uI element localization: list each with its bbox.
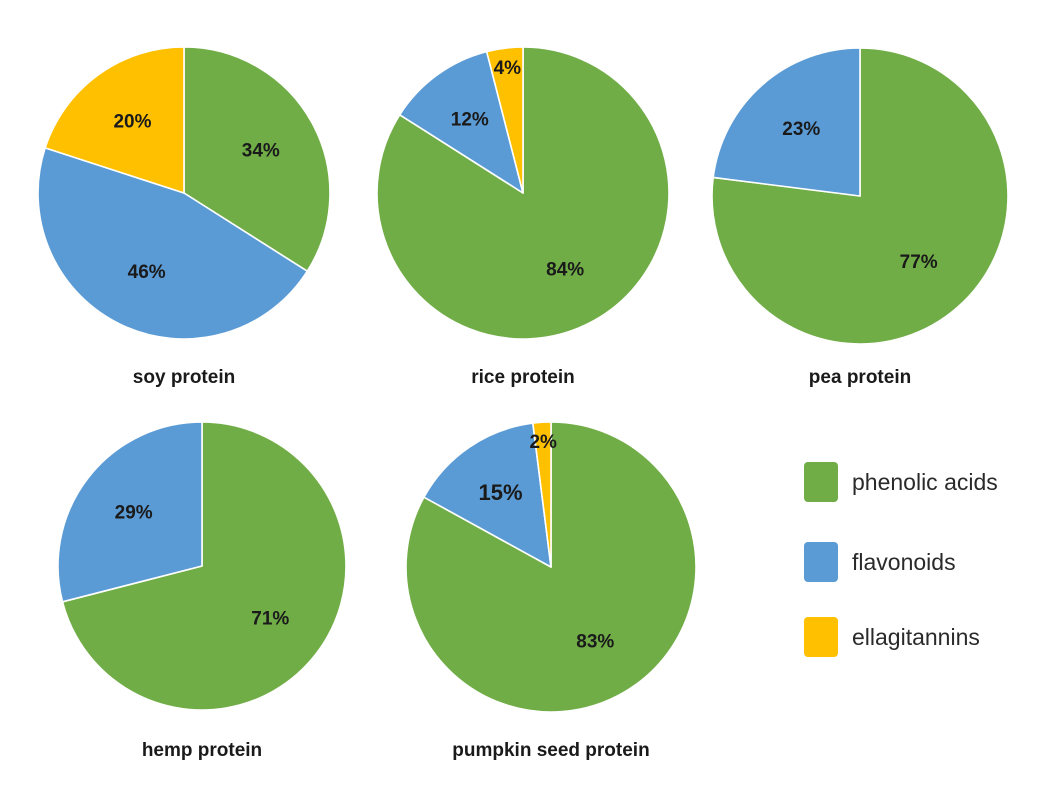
pie-label-rice-protein-ellagitannins: 4% [494,58,522,79]
pie-label-soy-protein-ellagitannins: 20% [113,112,151,133]
pie-slice-rice-protein-flavonoids [398,50,524,194]
pie-label-pea-protein-flavonoids: 23% [782,119,820,140]
pie-label-rice-protein-flavonoids: 12% [451,109,489,130]
pie-title-rice-protein: rice protein [471,367,574,388]
pie-hemp-protein: 71% 29% hemp protein [57,421,347,761]
pie-slice-pea-protein-flavonoids [712,47,861,197]
legend-label-flavonoids: flavonoids [852,548,956,575]
pie-pea-protein: 77% 23% pea protein [711,47,1009,388]
legend-item-flavonoids: flavonoids [804,542,956,582]
pie-slice-pumpkin-seed-protein-flavonoids [423,422,552,568]
pie-slice-soy-protein-phenolic-acids [183,46,331,273]
pie-slice-soy-protein-flavonoids [37,147,309,340]
pie-title-hemp-protein: hemp protein [142,740,262,761]
pie-pumpkin-seed-protein: 83% 15% 2% pumpkin seed protein [405,421,697,761]
legend-item-phenolic-acids: phenolic acids [804,462,998,502]
pie-title-pea-protein: pea protein [809,367,911,388]
pie-slice-soy-protein-ellagitannins [44,46,185,194]
legend-label-ellagitannins: ellagitannins [852,623,980,650]
pie-label-hemp-protein-phenolic-acids: 71% [251,609,289,630]
legend-item-ellagitannins: ellagitannins [804,617,980,657]
pie-label-pumpkin-seed-protein-phenolic-acids: 83% [576,631,614,652]
legend-swatch-ellagitannins [804,617,838,657]
pie-title-soy-protein: soy protein [133,367,235,388]
pie-soy-protein: 34% 46% 20% soy protein [37,46,331,388]
legend-label-phenolic-acids: phenolic acids [852,468,998,495]
pie-slice-rice-protein-ellagitannins [485,46,524,194]
legend-swatch-flavonoids [804,542,838,582]
pie-title-pumpkin-seed-protein: pumpkin seed protein [452,740,649,761]
pie-label-rice-protein-phenolic-acids: 84% [546,259,584,280]
pie-label-hemp-protein-flavonoids: 29% [115,503,153,524]
legend-swatch-phenolic-acids [804,462,838,502]
pie-label-pumpkin-seed-protein-ellagitannins: 2% [529,432,557,453]
pie-slice-hemp-protein-flavonoids [57,421,203,603]
pie-slice-hemp-protein-phenolic-acids [61,421,347,711]
pie-slice-pumpkin-seed-protein-ellagitannins [532,421,552,568]
pie-label-pea-protein-phenolic-acids: 77% [900,252,938,273]
pie-label-soy-protein-phenolic-acids: 34% [242,140,280,161]
pie-rice-protein: 84% 12% 4% rice protein [376,46,670,388]
pie-label-pumpkin-seed-protein-flavonoids: 15% [478,480,522,505]
pie-label-soy-protein-flavonoids: 46% [128,262,166,283]
